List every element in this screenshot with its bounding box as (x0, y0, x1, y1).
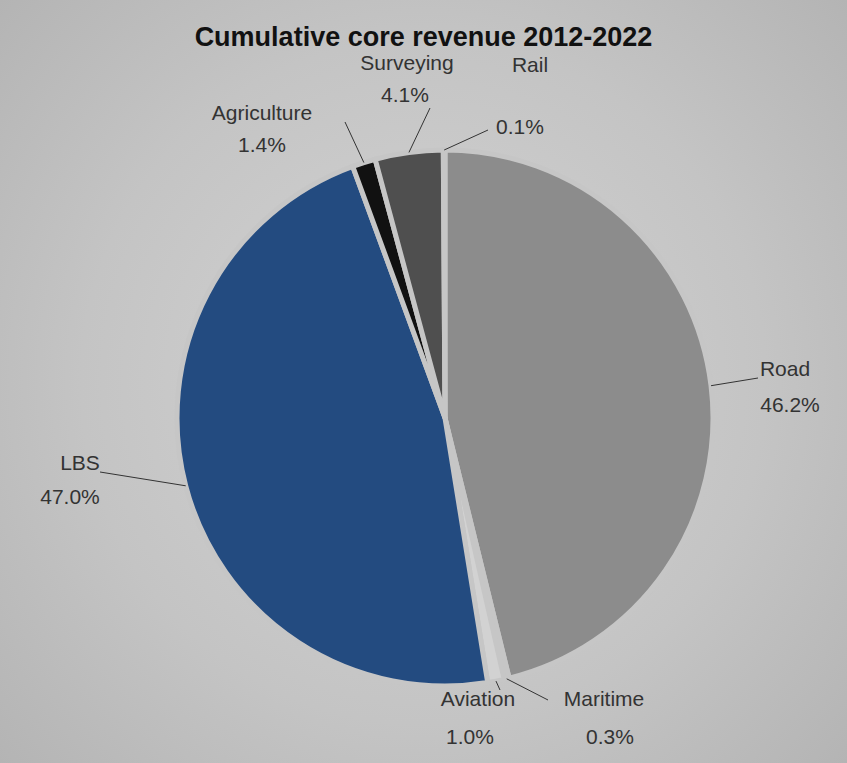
svg-text:Rail: Rail (512, 53, 548, 76)
svg-text:Surveying: Surveying (360, 51, 453, 74)
svg-text:4.1%: 4.1% (381, 83, 429, 106)
svg-text:0.1%: 0.1% (496, 115, 544, 138)
svg-text:1.0%: 1.0% (446, 725, 494, 748)
svg-text:47.0%: 47.0% (40, 485, 100, 508)
svg-text:46.2%: 46.2% (760, 393, 820, 416)
svg-text:0.3%: 0.3% (586, 725, 634, 748)
svg-text:Aviation: Aviation (441, 687, 515, 710)
svg-text:Road: Road (760, 357, 810, 380)
svg-text:Maritime: Maritime (564, 687, 645, 710)
svg-text:Agriculture: Agriculture (212, 101, 312, 124)
html-text:Cumulative core revenue 2012-2: Cumulative core revenue 2012-2022 (194, 22, 653, 52)
svg-text:LBS: LBS (60, 451, 100, 474)
svg-text:1.4%: 1.4% (238, 133, 286, 156)
